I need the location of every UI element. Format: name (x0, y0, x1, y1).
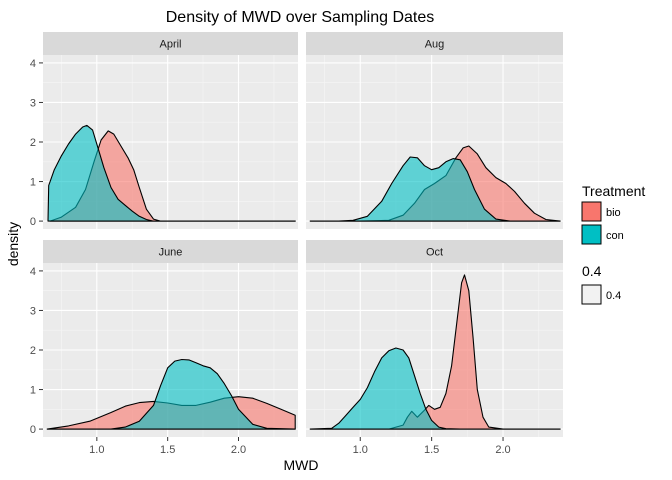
x-tick-label: 1.5 (424, 444, 439, 456)
legend-label-con: con (606, 230, 624, 242)
y-tick-label: 4 (30, 58, 36, 70)
y-tick-label: 3 (30, 305, 36, 317)
facet-panels: April 0 1 2 3 4 Aug June 0 1 2 3 4 1.0 1.5 2.0 Oct 1.0 1.5… (30, 32, 563, 456)
facet-label-june: June (159, 247, 183, 259)
y-tick-label: 2 (30, 137, 36, 149)
legend-items: bio con (582, 202, 624, 244)
x-tick-label: 2.0 (231, 444, 246, 456)
x-tick-label: 2.0 (495, 444, 510, 456)
facet-april: April 0 1 2 3 4 (30, 32, 298, 229)
legend-alpha-key (582, 285, 601, 304)
x-tick-label: 1.5 (160, 444, 175, 456)
y-axis-title: density (5, 222, 21, 266)
y-tick-label: 1 (30, 385, 36, 397)
legend: Treatment bio con 0.4 0.4 (582, 183, 645, 304)
y-tick-label: 3 (30, 97, 36, 109)
legend-label-bio: bio (606, 207, 621, 219)
y-tick-label: 1 (30, 177, 36, 189)
facet-label-april: April (159, 39, 181, 51)
x-tick-label: 1.0 (89, 444, 104, 456)
legend-key-con (582, 225, 601, 244)
y-tick-label: 2 (30, 345, 36, 357)
x-tick-label: 1.0 (353, 444, 368, 456)
facet-aug: Aug (306, 32, 563, 229)
x-axis-title: MWD (284, 457, 319, 473)
legend-title: Treatment (582, 183, 645, 199)
facet-label-oct: Oct (426, 247, 443, 259)
y-tick-label: 0 (30, 424, 36, 436)
facet-oct: Oct 1.0 1.5 2.0 (306, 240, 563, 456)
facet-june: June 0 1 2 3 4 1.0 1.5 2.0 (30, 240, 298, 456)
y-tick-label: 4 (30, 266, 36, 278)
chart-title: Density of MWD over Sampling Dates (166, 9, 435, 26)
y-tick-label: 0 (30, 216, 36, 228)
facet-label-aug: Aug (425, 39, 445, 51)
legend-key-bio (582, 202, 601, 221)
legend-alpha-label: 0.4 (606, 290, 621, 302)
legend-alpha-title: 0.4 (582, 263, 602, 279)
